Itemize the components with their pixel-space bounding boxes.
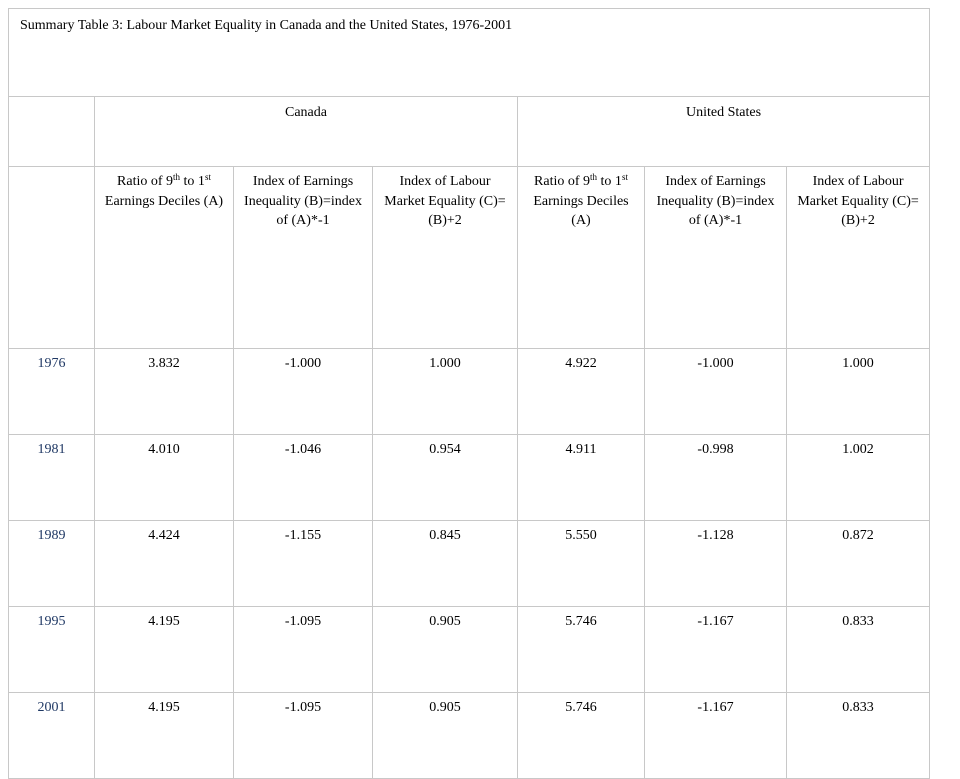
table-cell: -1.167 [644, 692, 787, 779]
header-superscript: st [204, 172, 211, 182]
summary-table: Summary Table 3: Labour Market Equality … [7, 8, 931, 779]
column-header-row: Ratio of 9th to 1st Earnings Deciles (A)… [8, 166, 931, 349]
table-cell: 4.922 [517, 348, 645, 435]
table-cell: -1.095 [233, 606, 373, 693]
column-header-canada-ratio: Ratio of 9th to 1st Earnings Deciles (A) [94, 166, 234, 349]
column-header-us-inequality: Index of Earnings Inequality (B)=index o… [644, 166, 787, 349]
table-cell: 1.002 [785, 434, 931, 521]
table-cell: 5.746 [517, 606, 645, 693]
empty-corner-cell [8, 96, 95, 167]
empty-year-header-cell [8, 166, 95, 349]
group-header-canada: Canada [94, 96, 518, 167]
table-cell: 1.000 [372, 348, 518, 435]
table-row: 2001 4.195 -1.095 0.905 5.746 -1.167 0.8… [8, 692, 931, 779]
table-title: Summary Table 3: Labour Market Equality … [7, 8, 931, 97]
table-cell: 4.195 [94, 606, 234, 693]
table-cell: 0.845 [372, 520, 518, 607]
title-row: Summary Table 3: Labour Market Equality … [7, 8, 931, 97]
header-text: to 1 [597, 174, 622, 189]
table-cell: 3.832 [94, 348, 234, 435]
table-cell: 0.905 [372, 606, 518, 693]
table-cell: 5.746 [517, 692, 645, 779]
table-cell: 4.010 [94, 434, 234, 521]
header-superscript: th [590, 172, 598, 182]
column-header-us-ratio: Ratio of 9th to 1st Earnings Deciles (A) [517, 166, 645, 349]
table-cell: 4.195 [94, 692, 234, 779]
table-row: 1995 4.195 -1.095 0.905 5.746 -1.167 0.8… [8, 606, 931, 693]
header-text: Earnings Deciles (A) [533, 193, 629, 229]
table-row: 1989 4.424 -1.155 0.845 5.550 -1.128 0.8… [8, 520, 931, 607]
column-header-canada-equality: Index of Labour Market Equality (C)=(B)+… [372, 166, 518, 349]
table-cell: 5.550 [517, 520, 645, 607]
column-header-us-equality: Index of Labour Market Equality (C)=(B)+… [785, 166, 931, 349]
header-superscript: th [173, 172, 181, 182]
header-superscript: st [621, 172, 628, 182]
row-year: 1989 [8, 520, 95, 607]
table-cell: -1.155 [233, 520, 373, 607]
group-header-united-states: United States [516, 96, 931, 167]
table-cell: -1.095 [233, 692, 373, 779]
header-text: to 1 [180, 174, 205, 189]
row-year: 1981 [8, 434, 95, 521]
header-text: Earnings Deciles (A) [104, 193, 224, 209]
table-cell: -1.128 [644, 520, 787, 607]
table-cell: 1.000 [785, 348, 931, 435]
row-year: 2001 [8, 692, 95, 779]
group-header-row: Canada United States [8, 96, 931, 167]
table-cell: -0.998 [644, 434, 787, 521]
table-row: 1981 4.010 -1.046 0.954 4.911 -0.998 1.0… [8, 434, 931, 521]
column-header-canada-inequality: Index of Earnings Inequality (B)=index o… [233, 166, 373, 349]
row-year: 1976 [8, 348, 95, 435]
header-text: Ratio of 9 [534, 174, 591, 189]
table-cell: 0.833 [785, 692, 931, 779]
table-cell: -1.046 [233, 434, 373, 521]
table-cell: -1.167 [644, 606, 787, 693]
table-row: 1976 3.832 -1.000 1.000 4.922 -1.000 1.0… [8, 348, 931, 435]
table-cell: 4.911 [517, 434, 645, 521]
table-cell: -1.000 [233, 348, 373, 435]
table-cell: 0.872 [785, 520, 931, 607]
table-cell: 0.905 [372, 692, 518, 779]
table-cell: 0.954 [372, 434, 518, 521]
table-cell: 4.424 [94, 520, 234, 607]
header-text: Ratio of 9 [117, 174, 174, 189]
table-cell: -1.000 [644, 348, 787, 435]
table-cell: 0.833 [785, 606, 931, 693]
row-year: 1995 [8, 606, 95, 693]
